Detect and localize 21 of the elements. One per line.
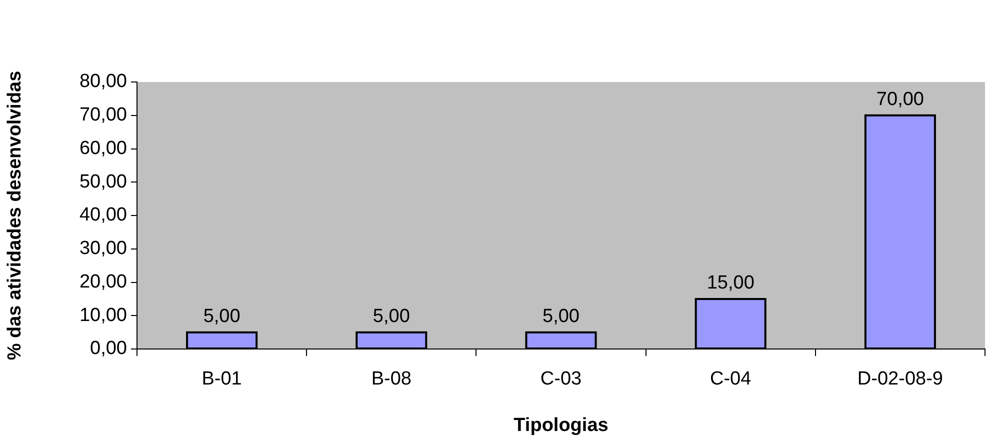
data-label: 15,00 [706, 272, 754, 294]
x-tick-label: D-02-08-9 [857, 368, 943, 390]
y-tick-label: 0,00 [90, 338, 127, 360]
x-axis-title: Tipologias [514, 414, 608, 436]
y-tick-label: 60,00 [79, 138, 127, 159]
data-label: 5,00 [372, 306, 410, 328]
y-tick-label: 40,00 [79, 204, 127, 226]
y-axis-title: % das atividades desenvolvidas [4, 70, 26, 360]
y-tick-label: 10,00 [79, 304, 127, 326]
x-tick-label: C-04 [710, 368, 752, 390]
data-label: 5,00 [203, 306, 240, 328]
y-tick-label: 30,00 [79, 238, 127, 260]
y-tick-label: 80,00 [79, 71, 127, 92]
data-label: 5,00 [542, 306, 580, 328]
y-tick-label: 50,00 [79, 171, 127, 192]
x-tick-label: B-01 [202, 368, 242, 390]
x-tick-label: C-03 [540, 368, 582, 390]
y-tick-label: 70,00 [79, 104, 127, 126]
x-tick-label: B-08 [371, 368, 412, 390]
data-label: 70,00 [876, 89, 924, 110]
y-tick-label: 20,00 [79, 271, 127, 292]
